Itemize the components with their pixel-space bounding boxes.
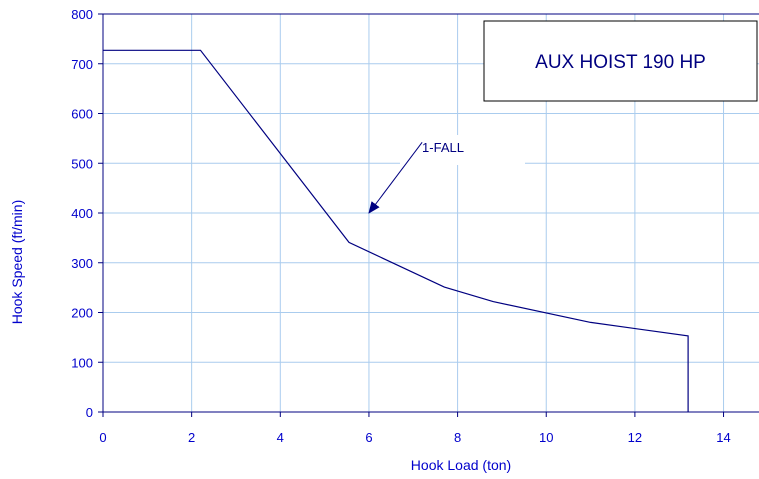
y-tick-label: 500 (71, 156, 93, 171)
x-tick-label: 8 (454, 430, 461, 445)
y-tick-label: 0 (86, 405, 93, 420)
y-tick-label: 600 (71, 107, 93, 122)
x-tick-label: 2 (188, 430, 195, 445)
y-tick-label: 100 (71, 355, 93, 370)
series (103, 49, 689, 412)
y-tick-label: 700 (71, 57, 93, 72)
tick-labels: 0 100 200 300 400 500 600 700 800 0 2 4 6 8 10 12 14 (71, 7, 730, 445)
annotation: 1-FALL (368, 135, 525, 214)
x-tick-label: 6 (365, 430, 372, 445)
chart-title: AUX HOIST 190 HP (535, 52, 706, 73)
series-line (103, 49, 689, 412)
y-tick-label: 400 (71, 206, 93, 221)
x-axis-label: Hook Load (ton) (411, 457, 511, 473)
x-tick-label: 4 (277, 430, 284, 445)
x-tick-label: 10 (539, 430, 553, 445)
annotation-arrow (368, 142, 423, 214)
y-axis-label: Hook Speed (ft/min) (9, 200, 25, 325)
y-tick-label: 800 (71, 7, 93, 22)
x-tick-label: 12 (628, 430, 642, 445)
y-tick-label: 300 (71, 256, 93, 271)
x-tick-label: 14 (716, 430, 730, 445)
x-tick-label: 0 (99, 430, 106, 445)
y-tick-label: 200 (71, 306, 93, 321)
annotation-label: 1-FALL (422, 140, 464, 155)
chart-title-box: AUX HOIST 190 HP (483, 20, 758, 102)
